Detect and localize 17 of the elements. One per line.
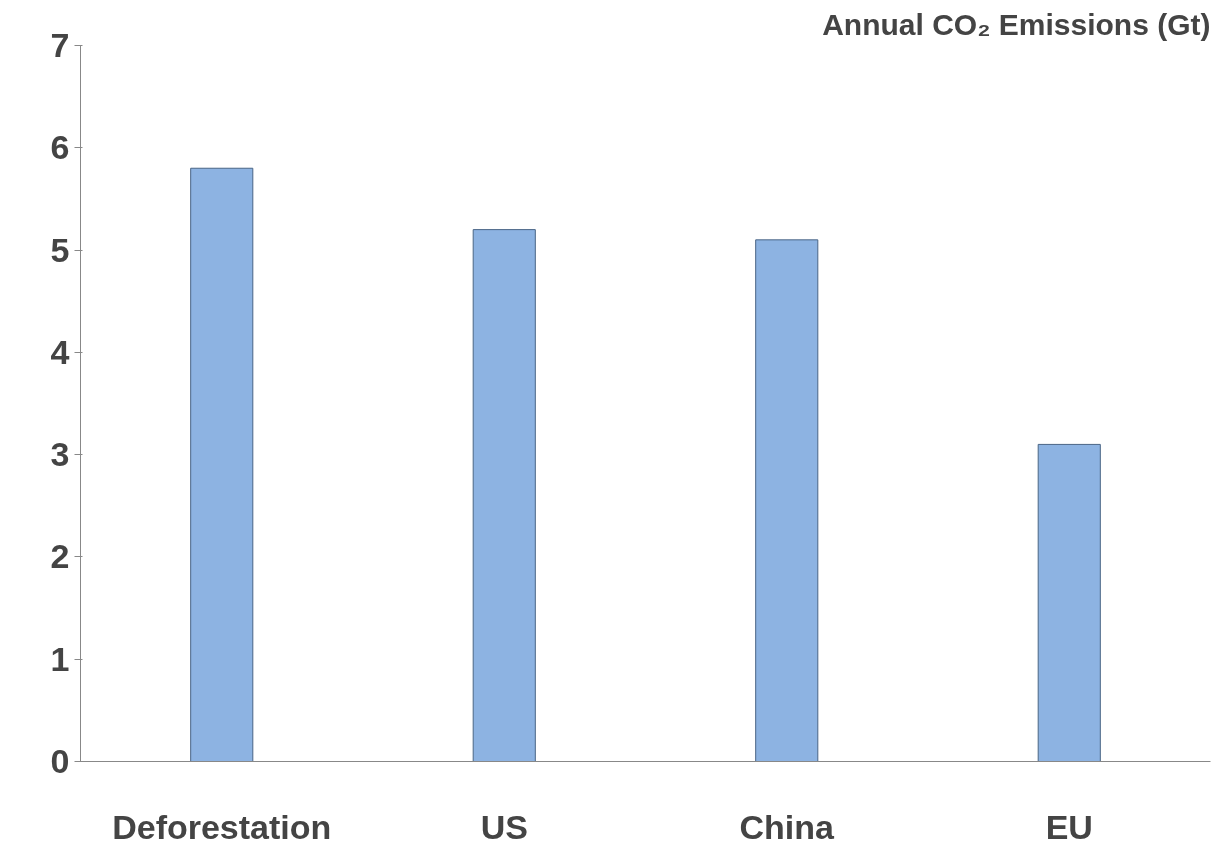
x-tick-label: Deforestation <box>112 807 332 846</box>
y-tick-label: 5 <box>50 230 70 269</box>
bar <box>755 239 819 762</box>
chart-title: Annual CO₂ Emissions (Gt) <box>822 7 1211 41</box>
y-tick-label: 4 <box>50 332 70 371</box>
bar <box>190 167 254 762</box>
x-tick-label: EU <box>1045 807 1093 846</box>
x-tick-label: China <box>739 807 836 846</box>
y-tick-label: 0 <box>50 742 70 780</box>
y-tick-label: 6 <box>50 128 70 167</box>
x-tick-label: US <box>480 807 528 846</box>
y-tick-label: 3 <box>50 435 70 474</box>
bar <box>1037 443 1101 762</box>
y-tick-label: 7 <box>50 26 70 64</box>
y-tick-label: 1 <box>50 639 70 678</box>
y-tick-label: 2 <box>50 537 70 576</box>
bar <box>472 229 536 762</box>
